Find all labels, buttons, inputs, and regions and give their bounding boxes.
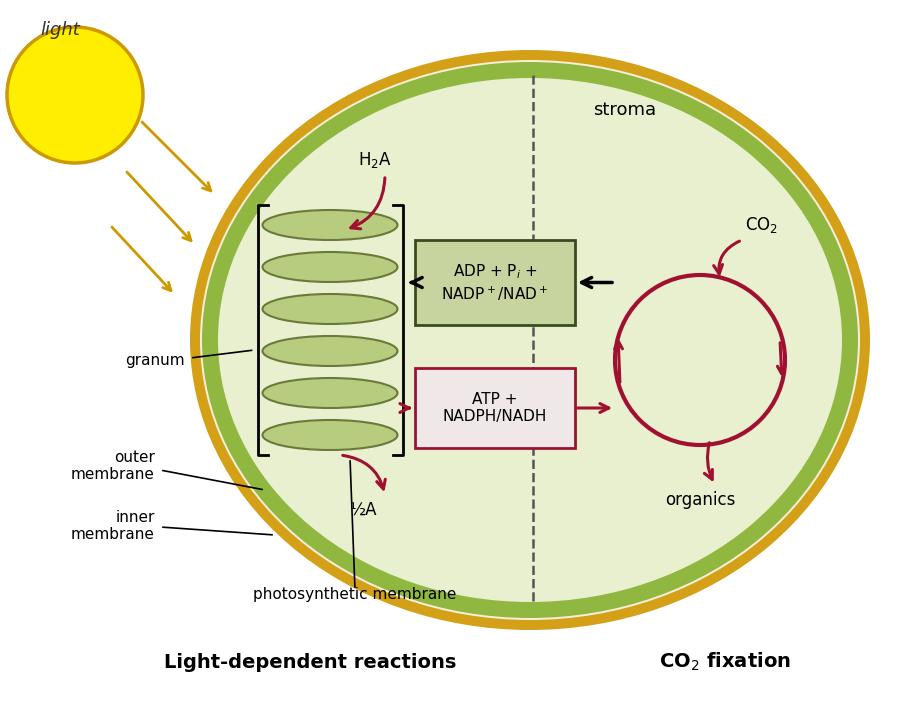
Ellipse shape	[190, 50, 870, 630]
Text: ½A: ½A	[350, 501, 378, 519]
Text: inner
membrane: inner membrane	[71, 510, 155, 543]
Text: photosynthetic membrane: photosynthetic membrane	[253, 588, 456, 602]
Ellipse shape	[200, 60, 860, 620]
Ellipse shape	[262, 294, 398, 324]
Text: ADP + P$_i$ +
NADP$^+$/NAD$^+$: ADP + P$_i$ + NADP$^+$/NAD$^+$	[441, 262, 548, 302]
Text: organics: organics	[665, 491, 735, 509]
Text: Light-dependent reactions: Light-dependent reactions	[164, 652, 456, 671]
Text: CO$_2$ fixation: CO$_2$ fixation	[659, 651, 791, 673]
Text: light: light	[40, 21, 79, 39]
Ellipse shape	[262, 252, 398, 282]
Ellipse shape	[262, 420, 398, 450]
Circle shape	[7, 27, 143, 163]
Text: ATP +
NADPH/NADH: ATP + NADPH/NADH	[443, 392, 548, 424]
Ellipse shape	[262, 210, 398, 240]
Text: outer
membrane: outer membrane	[71, 450, 155, 482]
Ellipse shape	[202, 62, 858, 618]
Ellipse shape	[262, 378, 398, 408]
Ellipse shape	[262, 336, 398, 366]
FancyBboxPatch shape	[415, 368, 575, 448]
Ellipse shape	[218, 78, 842, 602]
Text: stroma: stroma	[593, 101, 656, 119]
Text: granum: granum	[125, 352, 185, 368]
FancyBboxPatch shape	[415, 240, 575, 325]
Text: CO$_2$: CO$_2$	[745, 215, 778, 235]
Text: H$_2$A: H$_2$A	[358, 150, 391, 170]
